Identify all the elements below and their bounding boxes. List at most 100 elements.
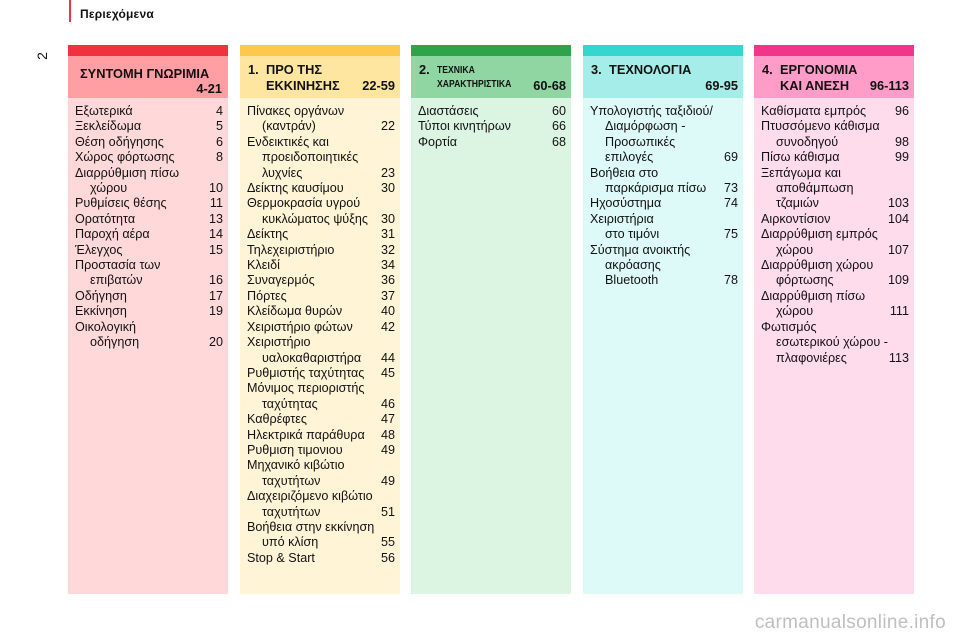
toc-entry: Ξεκλείδωμα 5 xyxy=(75,119,223,134)
section-title-line2: ΕΚΚΙΝΗΣΗΣ xyxy=(266,78,340,93)
toc-entry-label-cont: προειδοποιητικές xyxy=(262,150,359,165)
toc-entry-page: 109 xyxy=(887,273,909,288)
section-color-strip xyxy=(240,45,400,56)
toc-entry-label-cont: υαλοκαθαριστήρα xyxy=(262,350,362,365)
toc-entry-label: Φορτία xyxy=(418,134,458,149)
toc-entry: Συναγερμός 36 xyxy=(247,273,395,288)
toc-entry-label: Παροχή αέρα xyxy=(75,227,150,242)
toc-entry-label-cont: εσωτερικού χώρου - xyxy=(776,335,888,350)
toc-entry: Ρυθμιση τιμονιου 49 xyxy=(247,443,395,458)
toc-entry: Τηλεχειριστήριο 32 xyxy=(247,243,395,258)
toc-entry-label: Πίσω κάθισμα xyxy=(761,150,840,165)
toc-entry-page: 49 xyxy=(380,442,395,457)
toc-entry-label-cont: Διαμόρφωση - xyxy=(605,119,686,134)
section-entries: Υπολογιστής ταξιδιού/Διαμόρφωση - Προσωπι… xyxy=(583,98,743,289)
toc-entry-page: 17 xyxy=(208,288,223,303)
section-number: 4. xyxy=(762,62,773,77)
toc-entry: Ρυθμίσεις θέσης 11 xyxy=(75,196,223,211)
toc-entry: Προστασία των επιβατών 16 xyxy=(75,258,223,289)
toc-entry: Εξωτερικά 4 xyxy=(75,104,223,119)
toc-entry-page: 104 xyxy=(887,211,909,226)
toc-entry-label: Ξεπάγωμα και xyxy=(761,165,841,180)
toc-entry: Διαρρύθμιση πίσω χώρου 10 xyxy=(75,166,223,197)
page-title: Περιεχόμενα xyxy=(80,7,154,21)
toc-entry: Ορατότητα 13 xyxy=(75,212,223,227)
section-pages: 4-21 xyxy=(196,81,222,96)
toc-entry: Διαχειριζόμενο κιβώτιο ταχυτήτων 51 xyxy=(247,489,395,520)
toc-entry-label-cont: ακρόασης xyxy=(605,258,661,273)
toc-entry-label: Ενδεικτικές και xyxy=(247,134,329,149)
toc-entry-label-cont: χώρου xyxy=(776,242,814,257)
toc-entry-label: Διαστάσεις xyxy=(418,104,479,118)
toc-entry: Κλειδί 34 xyxy=(247,258,395,273)
toc-entry-page: 22 xyxy=(380,119,395,134)
toc-entry-page: 51 xyxy=(380,504,395,519)
toc-entry-label-cont: Bluetooth xyxy=(605,273,659,288)
toc-entry-label: Πόρτες xyxy=(247,288,287,303)
toc-entry: Χειριστήρια στο τιμόνι 75 xyxy=(590,212,738,243)
toc-entry-label: Μόνιμος περιοριστής xyxy=(247,381,365,396)
toc-entry-page: 73 xyxy=(723,181,738,196)
toc-entry-label: Ηχοσύστημα xyxy=(590,196,662,211)
toc-entry-page: 107 xyxy=(887,242,909,257)
toc-entry-label: Τηλεχειριστήριο xyxy=(247,242,335,257)
toc-entry: Υπολογιστής ταξιδιού/Διαμόρφωση - Προσωπι… xyxy=(590,104,738,166)
toc-entry-label-cont: ταχυτήτων xyxy=(262,504,321,519)
toc-entry-page: 37 xyxy=(380,288,395,303)
toc-entry-page: 6 xyxy=(215,134,223,149)
toc-entry-page: 111 xyxy=(889,304,909,319)
section-number: 2. xyxy=(419,62,430,77)
section-title: ΕΡΓΟΝΟΜΙΑ xyxy=(780,62,858,77)
toc-entry-label-cont: συνοδηγού xyxy=(776,134,839,149)
toc-entry-page: 4 xyxy=(215,104,223,118)
toc-entry-page: 48 xyxy=(380,427,395,442)
toc-entry-label: Εξωτερικά xyxy=(75,104,133,118)
toc-entry-label: Αιρκοντίσιον xyxy=(761,211,831,226)
toc-entry-page: 8 xyxy=(215,150,223,165)
toc-entry-label: Φωτισμός xyxy=(761,319,817,334)
section-entries: Καθίσματα εμπρός 96 Πτυσσόμενο κάθισμα συνο… xyxy=(754,98,914,366)
section-title: ΣΥΝΤΟΜΗ ΓΝΩΡΙΜΙΑ xyxy=(80,66,210,81)
toc-entry-label: Δείκτης καυσίμου xyxy=(247,181,344,196)
section-color-strip xyxy=(754,45,914,56)
toc-entry-page: 47 xyxy=(380,412,395,427)
section-number: 3. xyxy=(591,62,602,77)
toc-entry: Αιρκοντίσιον 104 xyxy=(761,212,909,227)
toc-entry: Χειριστήριο υαλοκαθαριστήρα 44 xyxy=(247,335,395,366)
toc-entry-page: 11 xyxy=(209,196,223,211)
toc-entry-page: 30 xyxy=(380,211,395,226)
section-header: ΣΥΝΤΟΜΗ ΓΝΩΡΙΜΙΑ 4-21 xyxy=(68,56,228,98)
toc-entry: Πίνακες οργάνων (καντράν) 22 xyxy=(247,104,395,135)
toc-entry-label: Χειριστήριο xyxy=(247,335,311,350)
toc-entry-label: Διαρρύθμιση εμπρός xyxy=(761,227,878,242)
toc-entry: Εκκίνηση 19 xyxy=(75,304,223,319)
toc-entry-label: Βοήθεια στο xyxy=(590,165,659,180)
toc-entry-page: 20 xyxy=(208,335,223,350)
toc-entry-page: 68 xyxy=(551,134,566,149)
toc-entry: Παροχή αέρα 14 xyxy=(75,227,223,242)
toc-entry-label-cont: φόρτωσης xyxy=(776,273,834,288)
toc-entry-label: Ηλεκτρικά παράθυρα xyxy=(247,427,365,442)
toc-entry: Πίσω κάθισμα 99 xyxy=(761,150,909,165)
section-quick-guide: ΣΥΝΤΟΜΗ ΓΝΩΡΙΜΙΑ 4-21 Εξωτερικά 4 Ξεκλείδω… xyxy=(68,45,228,594)
toc-entry-page: 31 xyxy=(380,227,395,242)
toc-entry-label: Σύστημα ανοικτής xyxy=(590,242,691,257)
toc-entry: Δείκτης καυσίμου 30 xyxy=(247,181,395,196)
toc-entry-page: 10 xyxy=(208,181,223,196)
toc-entry-page: 96 xyxy=(894,104,909,118)
toc-entry-label: Συναγερμός xyxy=(247,273,315,288)
toc-entry-label: Προστασία των xyxy=(75,258,161,273)
toc-entry-page: 19 xyxy=(208,304,223,319)
toc-entry: Οδήγηση 17 xyxy=(75,289,223,304)
toc-entry-label: Μηχανικό κιβώτιο xyxy=(247,458,345,473)
section-header: 1. ΠΡΟ ΤΗΣ ΕΚΚΙΝΗΣΗΣ 22-59 xyxy=(240,56,400,98)
toc-entry-label-cont: τζαμιών xyxy=(776,196,819,211)
toc-entry-page: 75 xyxy=(723,227,738,242)
toc-entry-page: 16 xyxy=(208,273,223,288)
toc-entry-page: 49 xyxy=(380,473,395,488)
section-color-strip xyxy=(68,45,228,56)
toc-entry-label: Ξεκλείδωμα xyxy=(75,119,142,134)
section-title: ΤΕΧΝΟΛΟΓΙΑ xyxy=(609,62,692,77)
toc-entry-label-cont: επιλογές xyxy=(605,150,654,165)
toc-entry: Κλείδωμα θυρών 40 xyxy=(247,304,395,319)
